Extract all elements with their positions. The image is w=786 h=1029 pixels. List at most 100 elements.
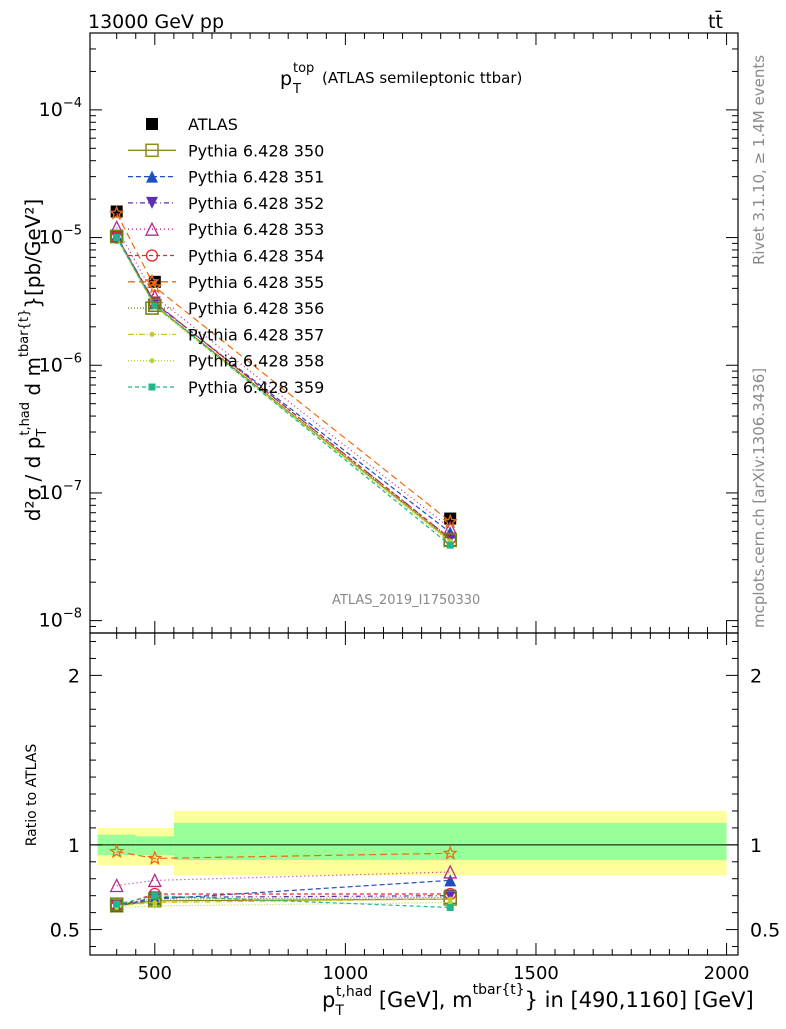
main-y-tick-label: 10−8 — [39, 607, 82, 632]
ratio-y-tick-label: 0.5 — [50, 920, 80, 942]
process-label: tt̄ — [708, 9, 723, 33]
legend-item-ATLAS: ATLAS — [146, 115, 238, 134]
legend-label-352: Pythia 6.428 352 — [188, 194, 324, 213]
main-point-359 — [446, 541, 454, 549]
energy-label: 13000 GeV pp — [88, 11, 224, 33]
legend-label-357: Pythia 6.428 357 — [188, 325, 324, 344]
main-point-356 — [148, 298, 162, 313]
ratio-series-359 — [113, 892, 454, 912]
legend-label-353: Pythia 6.428 353 — [188, 220, 324, 239]
legend-marker-350 — [145, 143, 159, 158]
legend-item-352: Pythia 6.428 352 — [128, 194, 324, 213]
side-label-rivet: Rivet 3.1.10, ≥ 1.4M events — [750, 55, 768, 265]
legend-marker-359 — [148, 383, 156, 391]
legend-item-357: Pythia 6.428 357 — [128, 325, 324, 344]
ratio-point-353 — [109, 878, 124, 893]
legend-label-355: Pythia 6.428 355 — [188, 273, 324, 292]
legend-item-356: Pythia 6.428 356 — [128, 299, 324, 318]
ratio-series-355 — [109, 843, 458, 865]
main-point-359 — [113, 234, 121, 242]
legend-label-358: Pythia 6.428 358 — [188, 352, 324, 371]
ratio-panel-frame — [89, 632, 739, 956]
ratio-y-tick-label: 2 — [68, 665, 80, 687]
legend-marker-ATLAS — [146, 118, 158, 130]
legend-marker-356 — [145, 301, 159, 315]
side-label-mcplots: mcplots.cern.ch [arXiv:1306.3436] — [750, 368, 768, 628]
ratio-point-356 — [109, 897, 124, 911]
legend-marker-354 — [145, 249, 159, 262]
analysis-watermark: ATLAS_2019_I1750330 — [332, 593, 480, 608]
ratio-y-axis-label: Ratio to ATLAS — [24, 744, 40, 847]
legend-label-356: Pythia 6.428 356 — [188, 299, 324, 318]
ratio-y-tick-label-right: 1 — [750, 835, 762, 857]
legend-marker-352 — [146, 196, 158, 209]
plot-title-sup: top — [293, 61, 314, 76]
x-tick-label: 1500 — [513, 963, 559, 984]
plot-title-main: p — [280, 68, 292, 90]
legend-marker-358 — [149, 358, 155, 364]
svg-text:pTt,had [GeV], mtbar{t}} in [4: pTt,had [GeV], mtbar{t}} in [490,1160] [… — [322, 982, 754, 1019]
ratio-series-line-355 — [116, 851, 451, 860]
x-axis-label: pTt,had [GeV], mtbar{t}} in [490,1160] [… — [322, 982, 754, 1019]
main-y-tick-label: 10−6 — [39, 351, 82, 376]
legend-item-351: Pythia 6.428 351 — [128, 168, 324, 187]
legend-item-355: Pythia 6.428 355 — [128, 273, 324, 292]
main-point-359 — [151, 301, 159, 309]
legend-item-350: Pythia 6.428 350 — [128, 141, 324, 160]
main-y-tick-label: 10−5 — [39, 224, 82, 249]
ratio-point-355 — [442, 845, 458, 860]
legend-label-350: Pythia 6.428 350 — [188, 141, 324, 160]
legend-marker-357 — [149, 331, 155, 337]
ratio-band-inner-1 — [135, 836, 174, 856]
plot-title-sub: T — [292, 82, 301, 97]
legend-item-353: Pythia 6.428 353 — [128, 220, 324, 239]
plot-title: p top T (ATLAS semileptonic ttbar) — [280, 61, 522, 97]
ratio-series-line-351 — [116, 879, 451, 907]
main-y-tick-label: 10−4 — [39, 96, 82, 121]
legend-marker-353 — [144, 221, 160, 236]
ratio-point-353 — [147, 872, 162, 888]
ratio-series-line-358 — [116, 901, 451, 909]
ratio-point-351 — [444, 874, 457, 887]
x-tick-label: 500 — [138, 963, 172, 984]
legend-item-354: Pythia 6.428 354 — [128, 247, 324, 266]
x-tick-label: 2000 — [704, 963, 750, 984]
ratio-point-358 — [447, 899, 453, 905]
main-point-355 — [442, 513, 458, 529]
ratio-point-355 — [147, 850, 163, 865]
main-point-356 — [109, 229, 124, 244]
ratio-point-358 — [152, 903, 158, 909]
legend-item-359: Pythia 6.428 359 — [128, 378, 324, 397]
ratio-series-line-353 — [116, 871, 451, 887]
ratio-series-line-356 — [116, 896, 451, 905]
ratio-y-tick-label-right: 2 — [750, 665, 762, 687]
legend-label-354: Pythia 6.428 354 — [188, 247, 324, 266]
plot-title-rest: (ATLAS semileptonic ttbar) — [322, 69, 522, 87]
main-y-tick-label: 10−7 — [39, 479, 82, 504]
ratio-point-359 — [446, 904, 454, 912]
main-series-359 — [113, 234, 454, 549]
legend-marker-351 — [146, 170, 158, 183]
ratio-point-352 — [444, 889, 457, 902]
main-point-355 — [108, 205, 125, 220]
ratio-point-359 — [113, 900, 121, 908]
ratio-series-353 — [109, 864, 458, 893]
x-tick-label: 1000 — [322, 963, 368, 984]
main-point-353 — [109, 219, 124, 235]
ratio-band-inner-2 — [173, 822, 727, 861]
legend-label-351: Pythia 6.428 351 — [188, 168, 324, 187]
main-y-axis-label: d²σ / d pTt,had d mtbar{t}}[pb/GeV²] — [17, 199, 50, 521]
ratio-point-355 — [109, 843, 125, 859]
legend-item-358: Pythia 6.428 358 — [128, 352, 324, 371]
ratio-point-353 — [443, 864, 458, 879]
svg-text:d²σ / d pTt,had d mtbar{t}}[pb: d²σ / d pTt,had d mtbar{t}}[pb/GeV²] — [17, 199, 50, 521]
ratio-y-tick-label: 1 — [68, 835, 80, 857]
ratio-y-tick-label-right: 0.5 — [750, 920, 780, 942]
legend: ATLAS Pythia 6.428 350 Pythia 6.428 351 Pyt… — [128, 115, 324, 397]
legend-label-ATLAS: ATLAS — [188, 115, 238, 134]
legend-label-359: Pythia 6.428 359 — [188, 378, 324, 397]
ratio-point-359 — [151, 892, 159, 900]
legend-marker-355 — [144, 273, 160, 289]
